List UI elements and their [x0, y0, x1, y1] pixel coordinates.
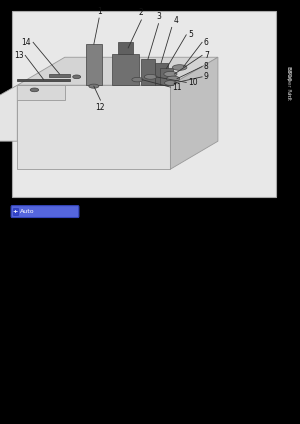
- Polygon shape: [17, 79, 70, 81]
- Ellipse shape: [144, 74, 157, 79]
- Ellipse shape: [89, 84, 99, 88]
- Text: Unit: Unit: [286, 90, 290, 101]
- Text: 13: 13: [14, 51, 23, 60]
- Text: 8: 8: [204, 62, 208, 71]
- Text: +: +: [13, 209, 18, 214]
- Polygon shape: [0, 85, 65, 100]
- Text: 11: 11: [172, 83, 182, 92]
- Ellipse shape: [167, 76, 180, 81]
- Polygon shape: [17, 57, 218, 85]
- Text: 3: 3: [156, 12, 161, 21]
- Polygon shape: [170, 57, 218, 169]
- Polygon shape: [118, 42, 134, 53]
- Text: 12: 12: [96, 103, 105, 112]
- Polygon shape: [160, 68, 173, 85]
- FancyBboxPatch shape: [12, 11, 276, 197]
- Ellipse shape: [164, 81, 176, 85]
- Ellipse shape: [172, 65, 187, 70]
- FancyBboxPatch shape: [11, 206, 79, 218]
- Text: 9: 9: [204, 73, 209, 81]
- Polygon shape: [49, 74, 70, 77]
- Text: 6: 6: [204, 38, 209, 47]
- Polygon shape: [17, 85, 170, 169]
- Polygon shape: [141, 59, 154, 85]
- Text: 4: 4: [173, 16, 178, 25]
- Text: 7: 7: [204, 51, 209, 60]
- Text: 10: 10: [188, 78, 198, 87]
- Ellipse shape: [30, 88, 39, 92]
- Text: 5: 5: [188, 31, 193, 39]
- Polygon shape: [112, 53, 139, 85]
- Ellipse shape: [164, 71, 177, 77]
- Polygon shape: [154, 63, 168, 85]
- FancyBboxPatch shape: [13, 209, 18, 215]
- Text: Paper Fed: Paper Fed: [286, 71, 290, 98]
- Ellipse shape: [73, 75, 81, 79]
- Text: 1: 1: [97, 6, 101, 16]
- Text: B800: B800: [286, 67, 290, 82]
- Text: 14: 14: [22, 38, 31, 47]
- Polygon shape: [86, 44, 102, 85]
- Text: Auto: Auto: [20, 209, 34, 214]
- Text: 2: 2: [139, 8, 144, 17]
- Ellipse shape: [132, 78, 143, 82]
- Polygon shape: [0, 85, 17, 141]
